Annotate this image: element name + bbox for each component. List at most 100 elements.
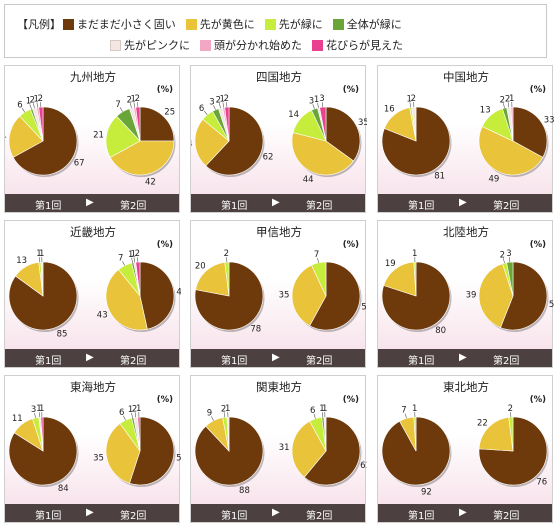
data-label: 3 (209, 98, 214, 108)
data-label: 1 (128, 250, 133, 260)
data-label: 1 (319, 404, 324, 414)
data-label: 24 (191, 140, 192, 150)
unit-label: (%) (157, 240, 173, 250)
data-label: 1 (26, 97, 31, 107)
unit-label: (%) (343, 85, 359, 95)
leader-line (133, 102, 135, 108)
legend-swatch (332, 18, 344, 30)
unit-label: (%) (157, 85, 173, 95)
legend-item-stage2: 先が黄色に (185, 16, 255, 32)
data-label: 6 (199, 104, 204, 114)
data-label: 58 (361, 302, 367, 312)
pie-slice (311, 261, 327, 297)
round-2-label: 第2回 (306, 201, 333, 212)
leader-line (312, 104, 315, 110)
leader-line (36, 102, 38, 108)
leader-line (317, 257, 319, 263)
data-label: 44 (303, 175, 314, 185)
round-1-label: 第1回 (221, 201, 248, 212)
legend-swatch (185, 18, 197, 30)
legend-item-stage7: 花びらが見えた (312, 37, 403, 53)
data-label: 35 (279, 291, 290, 301)
data-label: 2 (224, 249, 229, 259)
play-arrow-icon: ▶ (86, 352, 94, 363)
legend-label: 頭が分かれ始めた (214, 39, 302, 52)
data-label: 35 (358, 118, 367, 128)
pie-slice (194, 118, 230, 167)
data-label: 7 (118, 254, 123, 264)
data-label: 47 (176, 287, 181, 297)
legend-title: 【凡例】 (17, 18, 61, 31)
legend-item-stage6: 頭が分かれ始めた (200, 37, 302, 53)
unit-label: (%) (343, 395, 359, 405)
data-label: 2 (135, 249, 140, 259)
leader-line (21, 107, 26, 113)
pie-slice (500, 261, 548, 331)
pie-slice (478, 126, 544, 176)
pie-slice (291, 132, 354, 176)
data-label: 13 (16, 256, 27, 266)
data-label: 21 (93, 130, 104, 140)
pie-slice (383, 261, 417, 297)
pie-slice (205, 106, 264, 176)
data-label: 7 (115, 100, 120, 110)
data-label: 14 (288, 110, 299, 120)
legend-swatch (264, 18, 276, 30)
region-chart-panel: 四国地方(%)622463212354414313第1回▶第2回 (190, 65, 367, 213)
leader-line (507, 102, 510, 108)
pie-pair: (%)889216131611 (194, 395, 367, 496)
data-label: 2 (500, 95, 505, 105)
legend-label: 先が黄色に (199, 18, 255, 31)
data-label: 1 (136, 404, 141, 414)
leader-line (222, 102, 224, 108)
legend-swatch (110, 39, 121, 51)
data-label: 22 (477, 418, 488, 428)
round-2-label: 第2回 (120, 356, 147, 367)
round-footer: 第1回 ▶ 第2回 (378, 504, 552, 522)
pie-slice (325, 106, 361, 162)
leader-line (34, 412, 36, 418)
data-label: 7 (401, 406, 406, 416)
data-label: 1 (36, 249, 41, 259)
legend-swatch (63, 18, 74, 30)
play-arrow-icon: ▶ (459, 507, 467, 518)
data-label: 21 (5, 130, 7, 140)
data-label: 1 (407, 95, 412, 105)
leader-line (131, 412, 133, 418)
data-label: 1 (128, 405, 133, 415)
pie-slice (381, 261, 451, 331)
leader-line (123, 415, 126, 421)
play-arrow-icon: ▶ (272, 507, 280, 518)
data-label: 35 (93, 454, 104, 464)
pie-slice (512, 106, 548, 158)
data-label: 2 (500, 250, 505, 260)
round-2-label: 第2回 (306, 511, 333, 522)
round-1-label: 第1回 (408, 201, 435, 212)
legend-swatch (312, 39, 323, 51)
leader-line (313, 413, 316, 419)
data-label: 31 (279, 443, 290, 453)
region-name: 近畿地方 (70, 225, 116, 239)
legend-item-stage3: 先が緑に (264, 16, 323, 32)
region-chart-panel: 東海地方(%)841131155356121第1回▶第2回 (4, 375, 181, 523)
legend-row-2: 先がピンクに 頭が分かれ始めた 花びらが見えた (110, 36, 413, 54)
legend: 【凡例】 まだまだ小さく固い 先が黄色に 先が緑に 全体が緑に 先がピンクに 頭… (4, 4, 547, 58)
legend-swatch (200, 39, 211, 51)
data-label: 1 (34, 95, 39, 105)
data-label: 1 (509, 94, 514, 104)
leader-line (409, 102, 411, 108)
data-label: 6 (119, 408, 124, 418)
pie-pair: (%)622463212354414313 (191, 85, 367, 185)
play-arrow-icon: ▶ (86, 507, 94, 518)
round-1-label: 第1回 (35, 201, 62, 212)
data-label: 6 (17, 101, 22, 111)
leader-line (131, 257, 133, 263)
data-label: 92 (421, 488, 432, 498)
region-name: 北陸地方 (443, 225, 489, 239)
legend-label: 先が緑に (278, 18, 323, 31)
leader-line (203, 110, 208, 115)
unit-label: (%) (530, 85, 546, 95)
data-label: 80 (435, 326, 446, 336)
